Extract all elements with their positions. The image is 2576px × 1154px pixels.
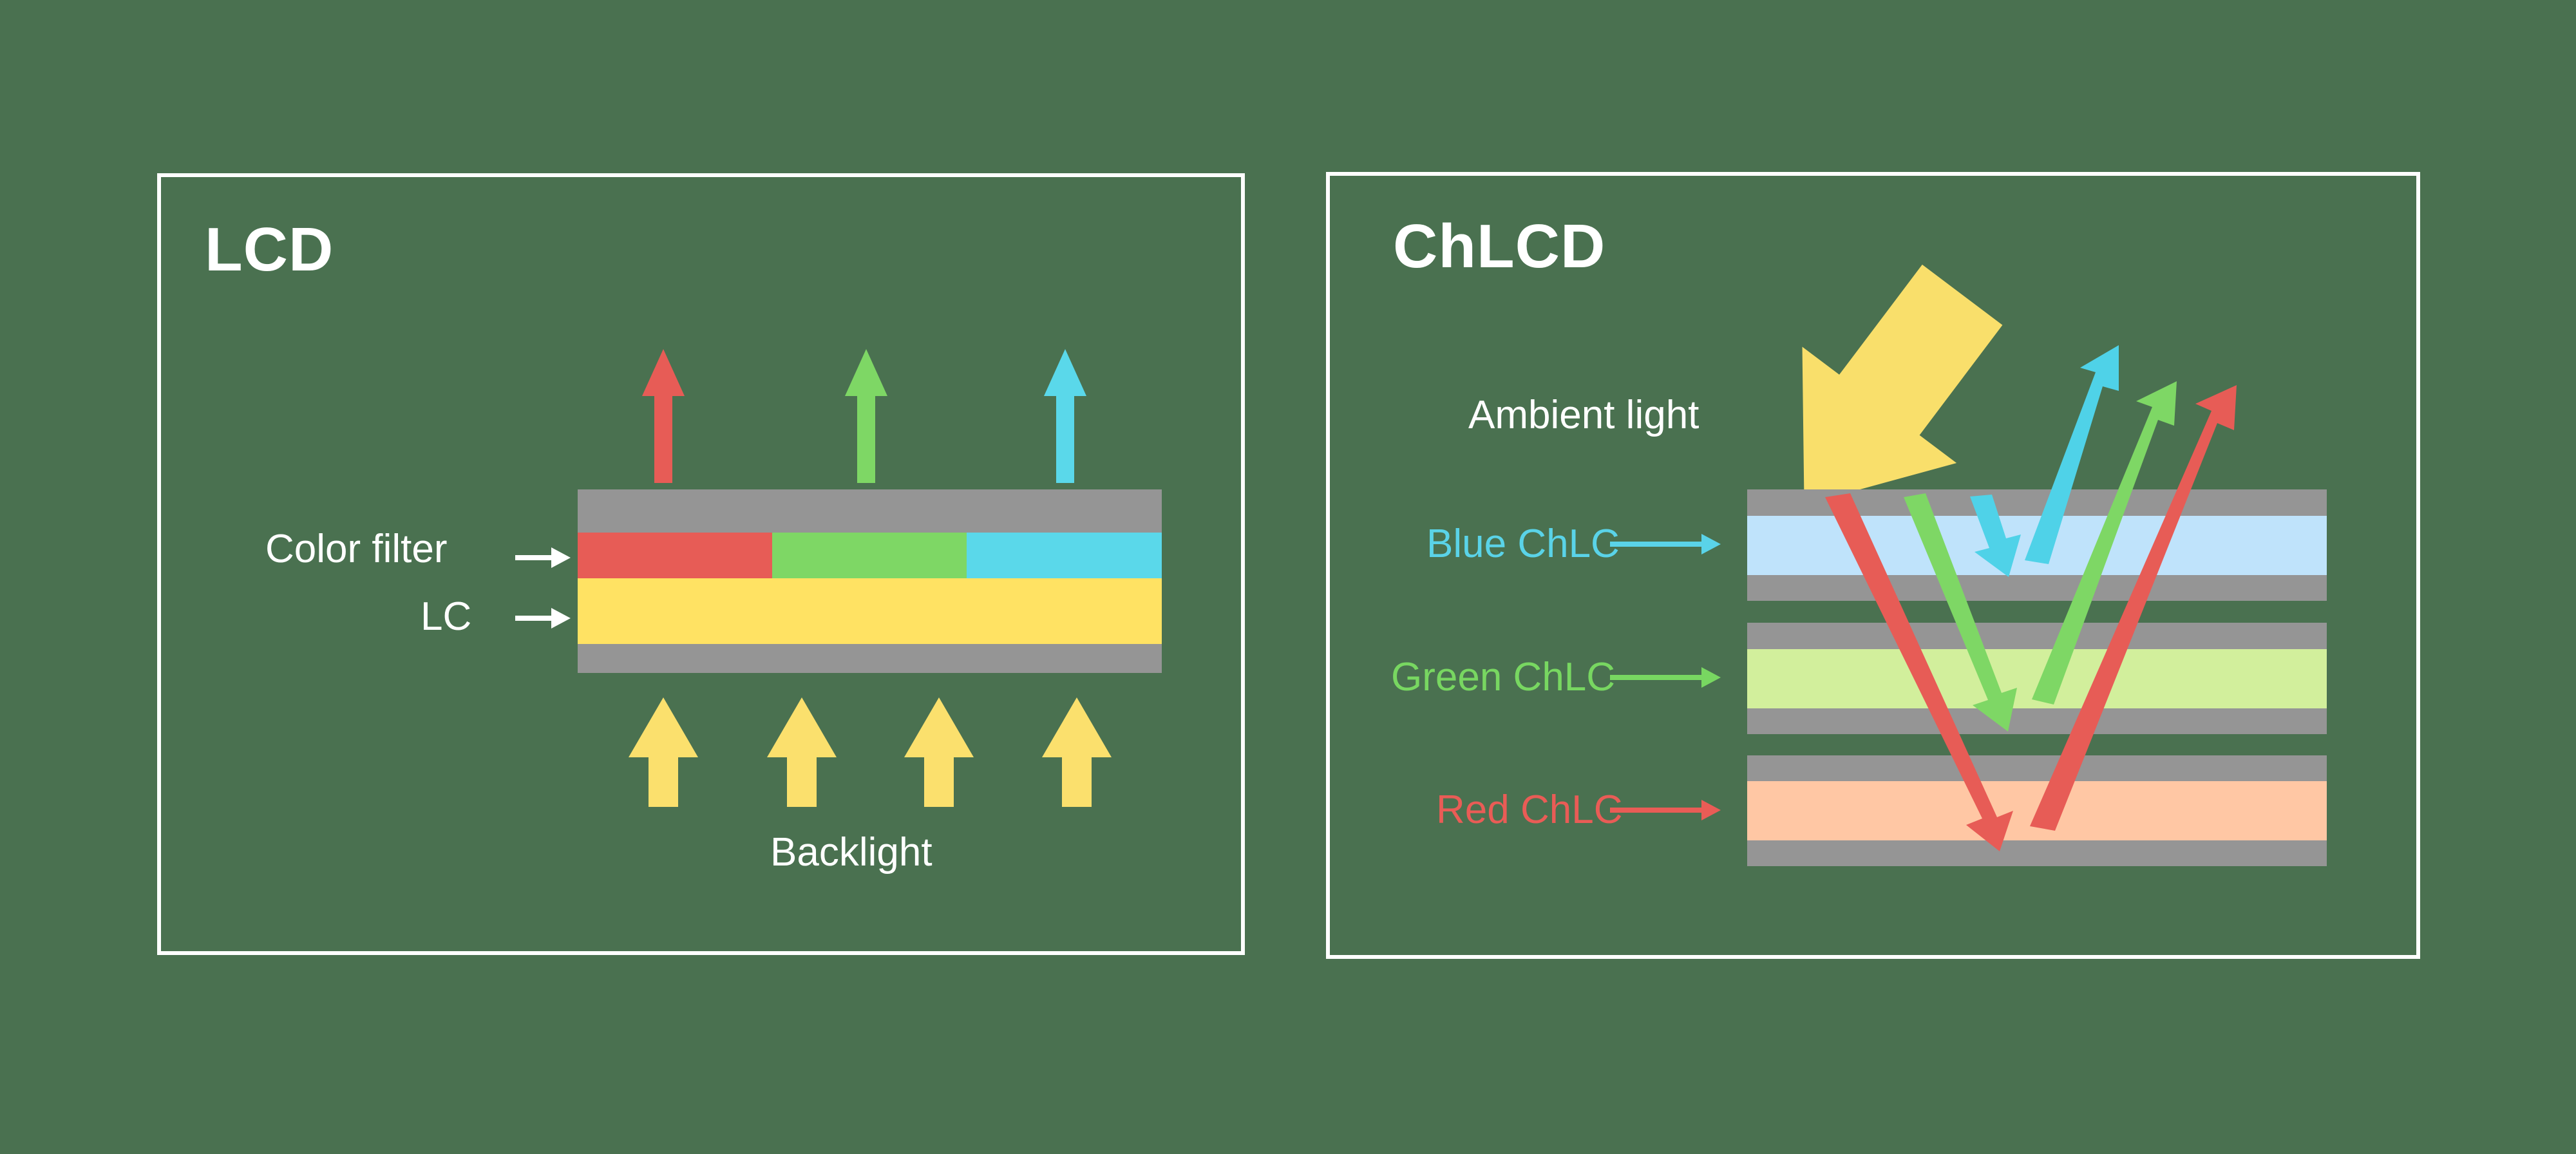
blue-outgoing-ray	[2025, 345, 2119, 564]
green-ray-path	[1904, 381, 2177, 732]
backlight-arrow-3	[904, 697, 974, 807]
ambient-light-label: Ambient light	[1468, 393, 1699, 437]
lcd-bottom-glass-layer	[578, 644, 1162, 673]
lcd-emitted-arrows	[642, 349, 1086, 483]
lcd-panel-title: LCD	[205, 215, 334, 284]
red-outgoing-ray	[2030, 385, 2237, 831]
red-chlc-label: Red ChLC	[1436, 788, 1622, 832]
blue-output-arrow	[1044, 349, 1086, 483]
ambient-light-arrow	[1802, 264, 2003, 505]
green-chlc-label: Green ChLC	[1391, 655, 1615, 699]
lc-arrow-icon	[515, 608, 571, 629]
lcd-color-filter-blue	[967, 533, 1162, 578]
green-incoming-ray	[1904, 493, 2017, 732]
blue-cell-bottom-glass	[1747, 575, 2327, 601]
blue-ray-path	[1970, 345, 2119, 577]
red-incoming-ray	[1825, 493, 2013, 851]
chlcd-panel-title: ChLCD	[1393, 212, 1605, 281]
backlight-arrow-1	[629, 697, 698, 807]
backlight-label: Backlight	[770, 830, 933, 875]
red-cell-top-glass	[1747, 755, 2327, 781]
blue-chlc-label: Blue ChLC	[1426, 522, 1620, 566]
backlight-arrow-4	[1042, 697, 1112, 807]
lcd-color-filter-green	[772, 533, 967, 578]
backlight-arrow-2	[767, 697, 837, 807]
green-chlc-arrow-icon	[1610, 667, 1721, 688]
color-filter-label: Color filter	[265, 527, 448, 571]
green-outgoing-ray	[2032, 381, 2177, 705]
red-chlc-arrow-icon	[1610, 800, 1721, 820]
chlcd-panel-frame	[1326, 172, 2420, 959]
red-output-arrow	[642, 349, 685, 483]
lcd-layer-stack	[578, 489, 1162, 673]
green-output-arrow	[845, 349, 887, 483]
lcd-top-glass-layer	[578, 489, 1162, 533]
lcd-color-filter-red	[578, 533, 772, 578]
lcd-backlight-arrows	[629, 697, 1112, 807]
lcd-liquid-crystal-layer	[578, 578, 1162, 644]
blue-incoming-ray	[1970, 495, 2021, 577]
green-cell-top-glass	[1747, 623, 2327, 649]
green-cell-bottom-glass	[1747, 708, 2327, 734]
color-filter-arrow-icon	[515, 547, 571, 568]
red-ray-path	[1825, 385, 2237, 851]
lc-label: LC	[421, 594, 471, 639]
lcd-panel-frame	[157, 173, 1245, 955]
red-cell-bottom-glass	[1747, 840, 2327, 866]
blue-chlc-arrow-icon	[1610, 534, 1721, 554]
